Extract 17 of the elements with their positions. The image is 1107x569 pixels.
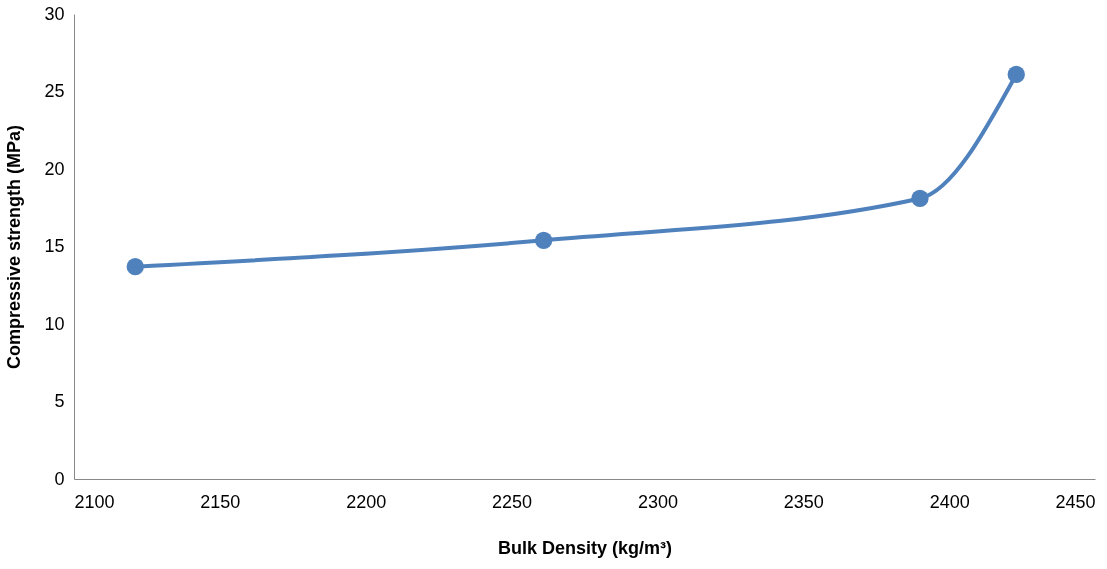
- x-tick-label: 2100: [74, 491, 115, 512]
- y-tick-label: 30: [44, 3, 65, 24]
- x-tick-label: 2150: [200, 491, 241, 512]
- x-tick-label: 2250: [492, 491, 533, 512]
- y-axis-title: Compressive strength (MPa): [4, 124, 25, 370]
- x-axis-title: Bulk Density (kg/m³): [497, 537, 673, 558]
- y-tick-label: 10: [44, 313, 65, 334]
- y-tick-label: 0: [54, 468, 65, 489]
- x-tick-label: 2350: [783, 491, 824, 512]
- y-tick-label: 25: [44, 81, 65, 101]
- y-tick-label: 15: [44, 236, 65, 256]
- x-tick-label: 2450: [1055, 491, 1096, 512]
- y-tick-label: 5: [54, 391, 65, 411]
- x-tick-label: 2300: [637, 491, 678, 512]
- x-tick-label: 2200: [346, 491, 387, 512]
- y-tick-label: 20: [44, 158, 65, 179]
- x-tick-label: 2400: [929, 491, 970, 512]
